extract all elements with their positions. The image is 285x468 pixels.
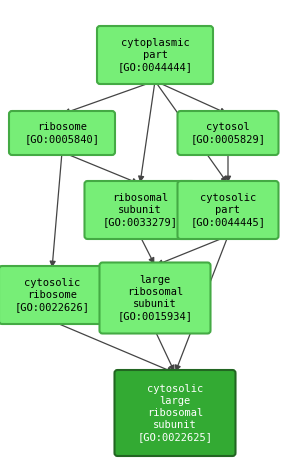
Text: cytosolic
part
[GO:0044445]: cytosolic part [GO:0044445] [190,193,266,227]
Text: cytosolic
ribosome
[GO:0022626]: cytosolic ribosome [GO:0022626] [15,278,89,312]
FancyBboxPatch shape [97,26,213,84]
Text: ribosome
[GO:0005840]: ribosome [GO:0005840] [25,122,99,144]
Text: large
ribosomal
subunit
[GO:0015934]: large ribosomal subunit [GO:0015934] [117,275,192,321]
FancyBboxPatch shape [178,111,278,155]
Text: cytoplasmic
part
[GO:0044444]: cytoplasmic part [GO:0044444] [117,38,192,72]
FancyBboxPatch shape [178,181,278,239]
Text: ribosomal
subunit
[GO:0033279]: ribosomal subunit [GO:0033279] [103,193,178,227]
Text: cytosol
[GO:0005829]: cytosol [GO:0005829] [190,122,266,144]
Text: cytosolic
large
ribosomal
subunit
[GO:0022625]: cytosolic large ribosomal subunit [GO:00… [137,384,213,442]
FancyBboxPatch shape [9,111,115,155]
FancyBboxPatch shape [115,370,235,456]
FancyBboxPatch shape [0,266,105,324]
FancyBboxPatch shape [84,181,196,239]
FancyBboxPatch shape [99,263,211,334]
